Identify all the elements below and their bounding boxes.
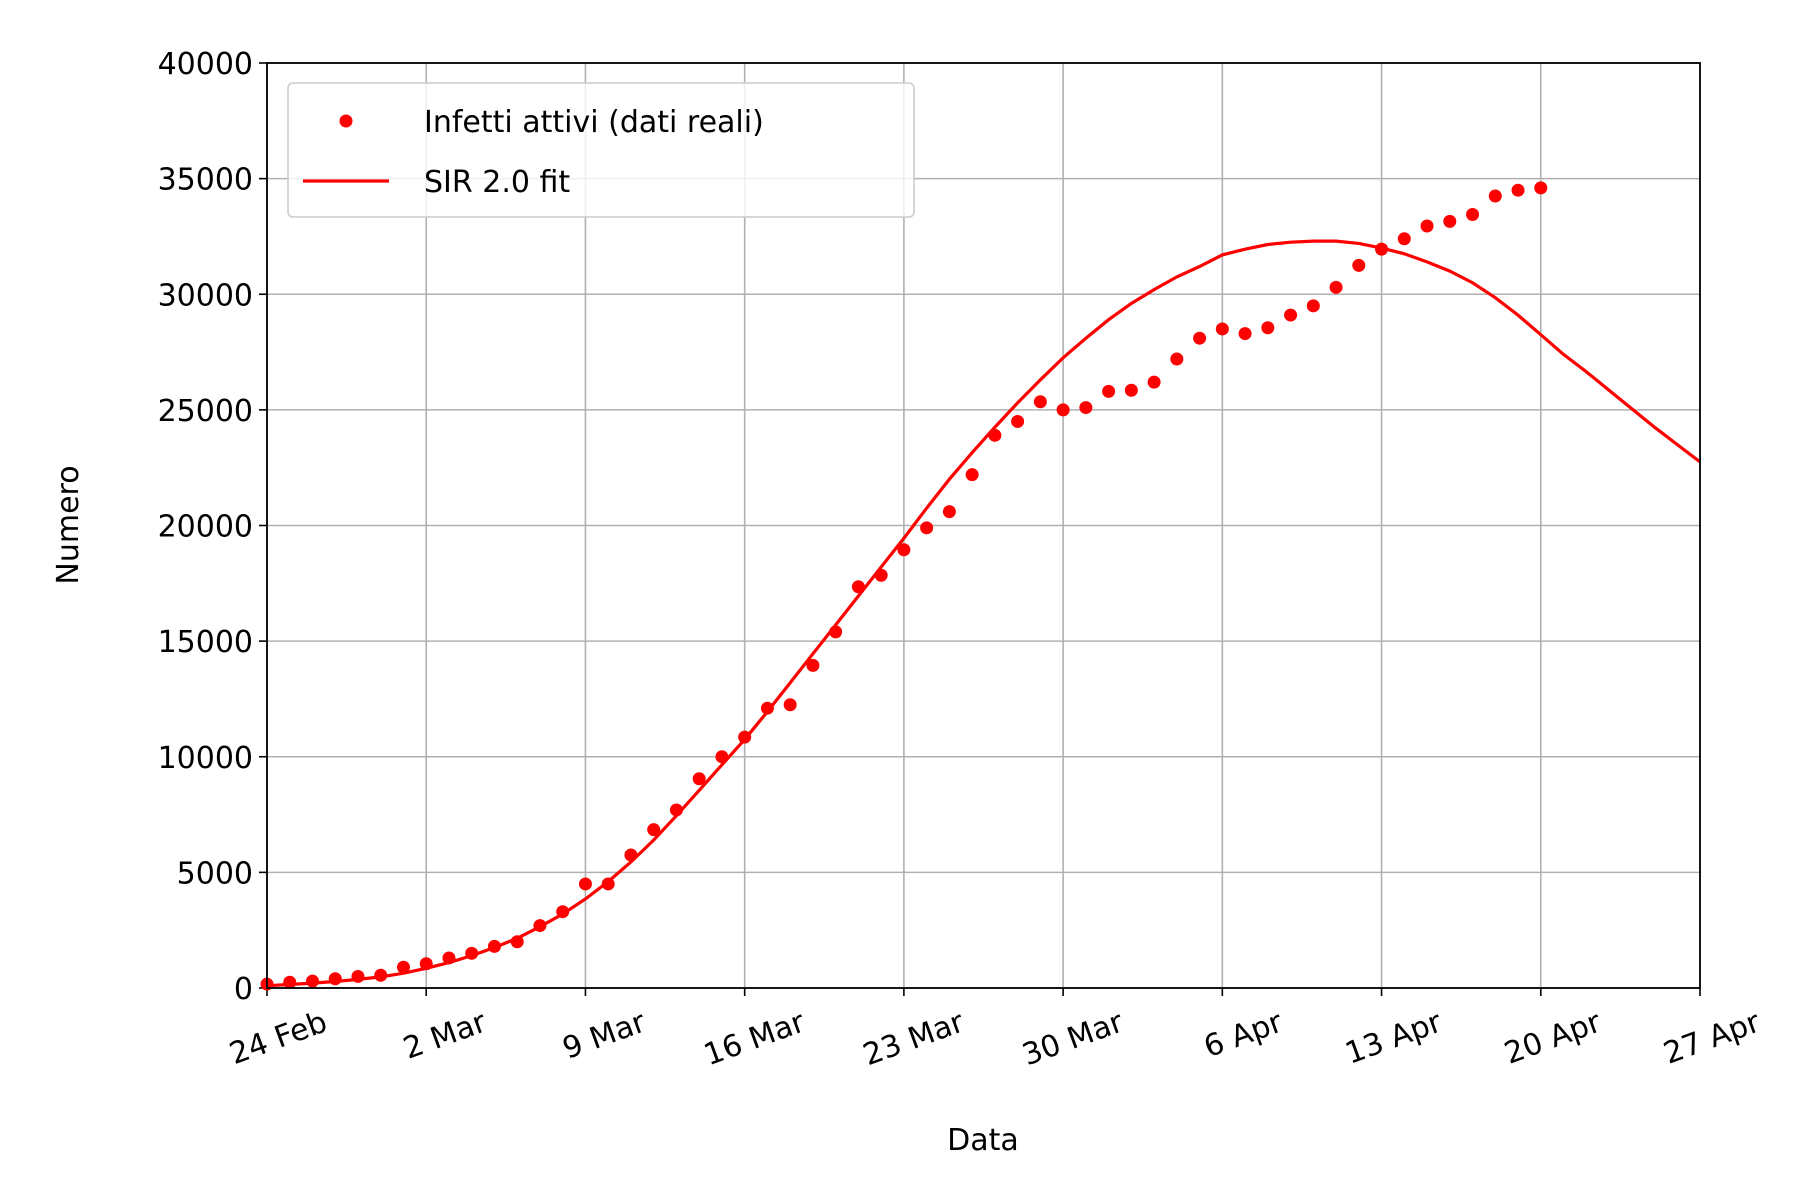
data-point <box>897 543 911 557</box>
y-tick-label: 15000 <box>158 625 253 660</box>
data-point <box>1352 258 1366 272</box>
data-point <box>1215 322 1229 336</box>
data-point <box>920 521 934 535</box>
x-tick-label: 20 Apr <box>1500 1004 1606 1071</box>
legend-box <box>287 82 915 218</box>
data-point <box>305 974 319 988</box>
y-tick-label: 10000 <box>158 741 253 776</box>
x-tick-label: 16 Mar <box>699 1004 810 1073</box>
x-axis-label: Data <box>947 1123 1019 1158</box>
data-point <box>1329 280 1343 294</box>
data-point <box>1193 331 1207 345</box>
data-point <box>760 701 774 715</box>
data-point <box>578 877 592 891</box>
data-point <box>1011 414 1025 428</box>
data-point <box>1079 401 1093 415</box>
data-point <box>1466 207 1480 221</box>
y-tick-label: 5000 <box>177 856 253 891</box>
data-point <box>1033 395 1047 409</box>
plot-frame <box>266 62 1701 989</box>
data-point <box>1284 308 1298 322</box>
data-point <box>1306 299 1320 313</box>
y-tick-label: 35000 <box>158 163 253 198</box>
y-tick-label: 20000 <box>158 510 253 545</box>
x-tick-label: 9 Mar <box>558 1004 651 1066</box>
data-point <box>783 698 797 712</box>
y-tick-label: 0 <box>234 972 253 1007</box>
data-point <box>1397 232 1411 246</box>
x-tick-label: 13 Apr <box>1341 1004 1447 1071</box>
data-point <box>1261 321 1275 335</box>
legend-label: Infetti attivi (dati reali) <box>424 105 764 140</box>
fit-line <box>267 239 1700 988</box>
y-tick-label: 30000 <box>158 278 253 313</box>
x-tick-label: 24 Feb <box>225 1005 332 1072</box>
data-point <box>283 975 297 989</box>
x-tick-label: 30 Mar <box>1018 1004 1129 1073</box>
data-point <box>806 658 820 672</box>
data-point <box>647 823 661 837</box>
y-axis-label: Numero <box>51 465 86 584</box>
data-point <box>965 468 979 482</box>
data-point <box>1511 183 1525 197</box>
data-point <box>1056 403 1070 417</box>
y-tick-label: 40000 <box>158 47 253 82</box>
data-point <box>692 772 706 786</box>
x-tick-label: 6 Apr <box>1199 1004 1287 1065</box>
legend-marker <box>339 114 353 128</box>
legend-label: SIR 2.0 fit <box>424 165 570 200</box>
data-point <box>1170 352 1184 366</box>
data-point <box>1102 384 1116 398</box>
x-tick-label: 2 Mar <box>399 1004 492 1066</box>
y-tick-label: 25000 <box>158 394 253 429</box>
x-tick-label: 23 Mar <box>859 1004 970 1073</box>
data-point <box>396 960 410 974</box>
x-tick-label: 27 Apr <box>1659 1004 1765 1071</box>
data-point <box>942 505 956 519</box>
data-point <box>1238 327 1252 341</box>
data-point <box>1420 219 1434 233</box>
data-point <box>1488 189 1502 203</box>
data-point <box>1443 214 1457 228</box>
data-point <box>1147 375 1161 389</box>
data-point <box>1534 181 1548 195</box>
data-point <box>1124 383 1138 397</box>
